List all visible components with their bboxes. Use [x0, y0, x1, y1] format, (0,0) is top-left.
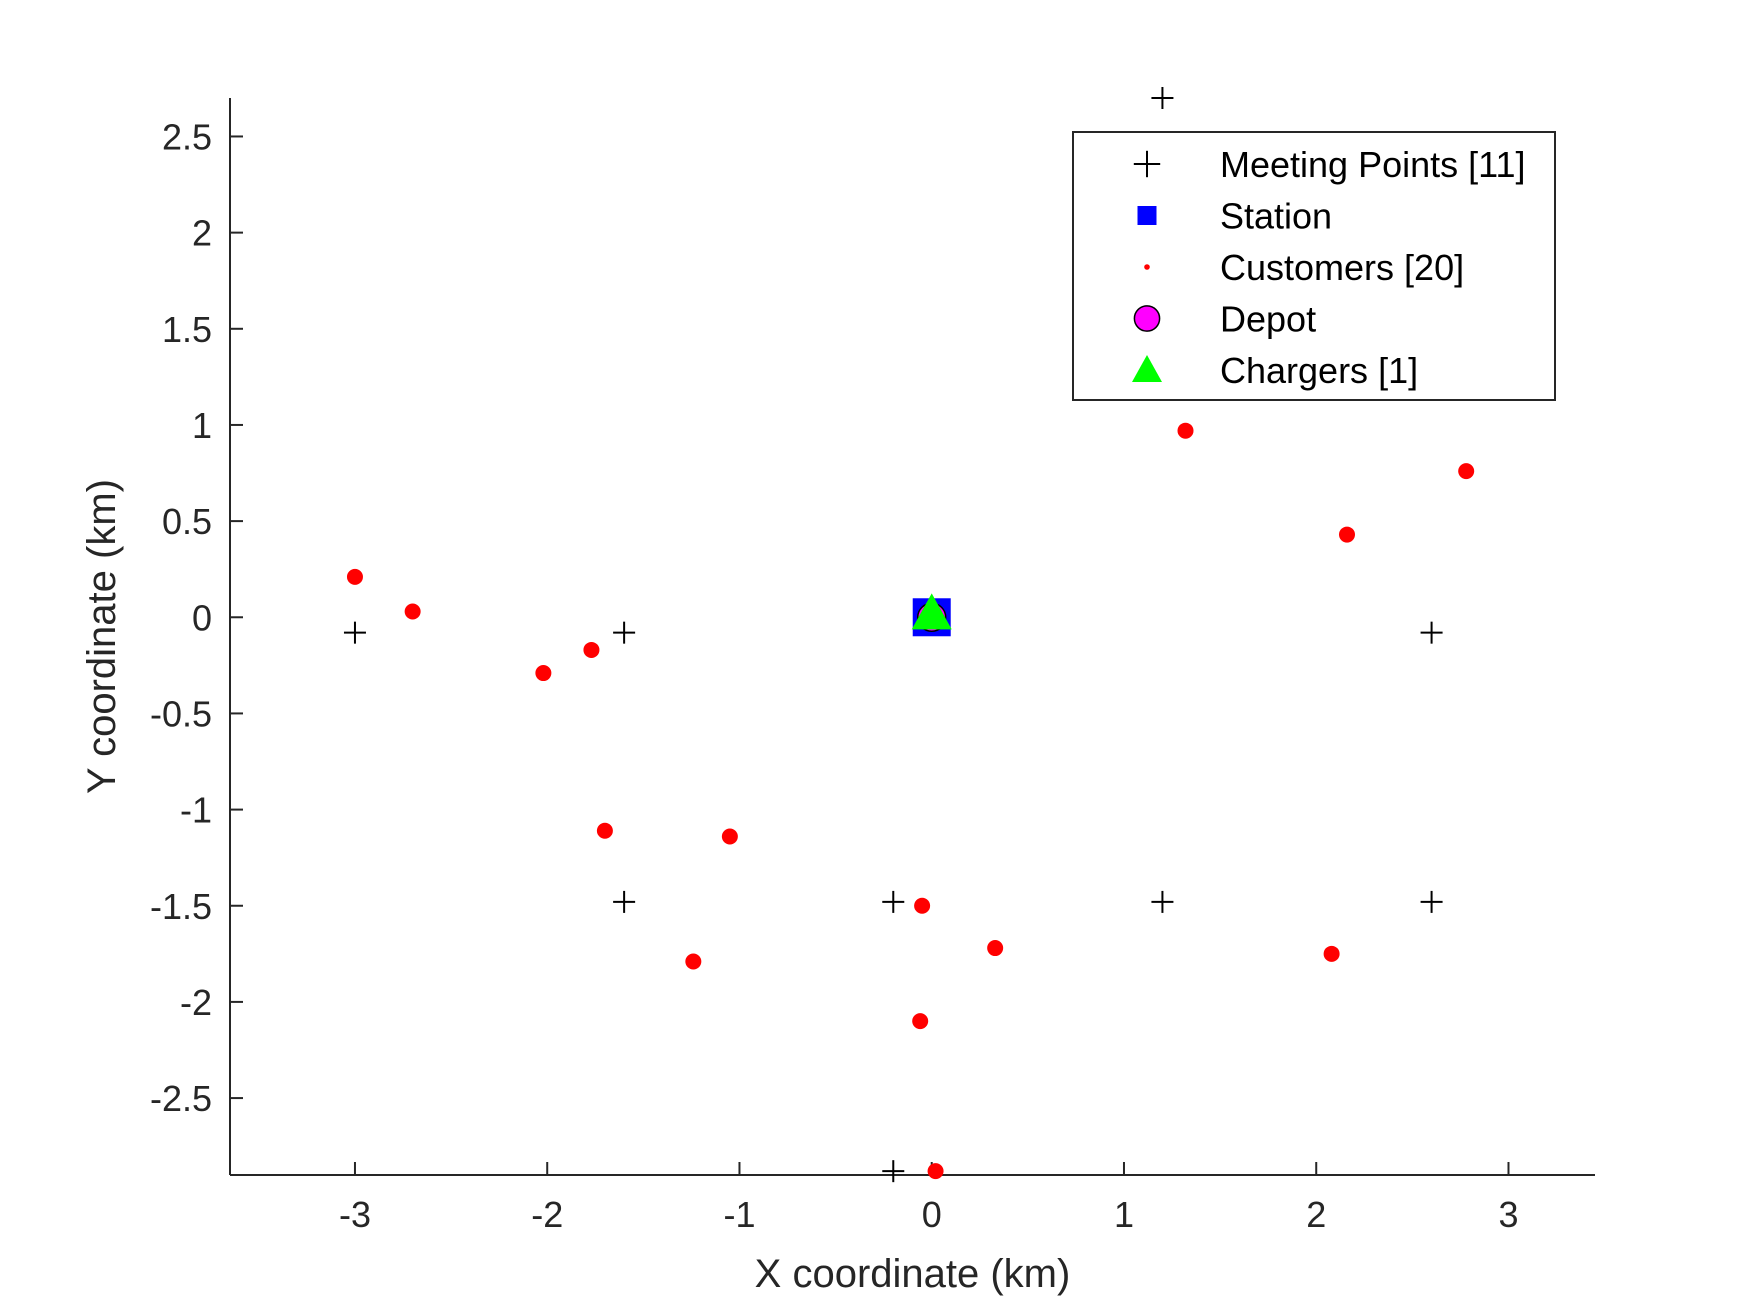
meeting-point-marker — [1133, 150, 1161, 178]
customer-marker — [1458, 463, 1475, 480]
customer-marker — [721, 828, 738, 845]
customer-marker — [1323, 945, 1340, 962]
customer-marker — [987, 940, 1004, 957]
customer-marker — [404, 603, 421, 620]
y-tick-label: -1.5 — [150, 886, 212, 927]
legend-entry: Depot — [1133, 299, 1316, 340]
meeting-point-marker — [1151, 87, 1174, 109]
series-group — [343, 87, 1443, 1183]
customer-marker — [1177, 422, 1194, 439]
y-tick-label: -1 — [180, 790, 212, 831]
meeting-point-marker — [613, 890, 636, 913]
customer-marker — [583, 641, 600, 658]
customer-marker — [535, 665, 552, 682]
axes: -3 -2 -1 0 1 2 3 2.5 2 1.5 1 0.5 0 -0.5 -1 -1.5 -2 -2.5 — [150, 98, 1595, 1235]
x-tick-label: 0 — [922, 1194, 942, 1235]
legend-label: Chargers [1] — [1220, 350, 1418, 391]
series-group — [911, 593, 952, 630]
legend-entry: Customers [20] — [1144, 247, 1464, 288]
series-group — [346, 422, 1475, 1180]
legend-label: Customers [20] — [1220, 247, 1464, 288]
legend-label: Meeting Points [11] — [1220, 144, 1526, 185]
customer-marker — [685, 953, 702, 970]
customer-marker — [596, 822, 613, 839]
charger-marker — [911, 593, 952, 630]
customer-marker — [346, 568, 363, 585]
meeting-point-marker — [1151, 890, 1174, 913]
plot-area — [343, 87, 1475, 1183]
charger-marker — [1132, 355, 1162, 382]
y-tick-label: 2.5 — [162, 116, 212, 157]
customer-marker — [1144, 264, 1150, 270]
depot-marker — [1133, 305, 1161, 332]
meeting-point-marker — [882, 890, 905, 913]
y-tick-label: -0.5 — [150, 693, 212, 734]
meeting-point-marker — [1420, 890, 1443, 913]
y-tick-label: -2 — [180, 982, 212, 1023]
meeting-point-marker — [343, 621, 366, 644]
y-tick-label: 0 — [192, 597, 212, 638]
legend-box — [1072, 131, 1556, 401]
x-tick-label: 1 — [1114, 1194, 1134, 1235]
x-axis-label: X coordinate (km) — [755, 1252, 1071, 1296]
y-axis-label: Y coordinate (km) — [80, 479, 124, 794]
legend-entry: Chargers [1] — [1132, 350, 1418, 391]
y-tick-label: -2.5 — [150, 1078, 212, 1119]
x-tick-label: 2 — [1306, 1194, 1326, 1235]
y-tick-label: 2 — [192, 213, 212, 254]
meeting-point-marker — [613, 621, 636, 644]
legend: Meeting Points [11] Station Customers [20]… — [1072, 131, 1556, 401]
x-tick-label: -3 — [339, 1194, 371, 1235]
x-tick-label: -2 — [531, 1194, 563, 1235]
y-tick-label: 1.5 — [162, 309, 212, 350]
x-tick-label: -1 — [723, 1194, 755, 1235]
legend-entry: Station — [1137, 196, 1332, 237]
y-tick-label: 1 — [192, 405, 212, 446]
y-tick-label: 0.5 — [162, 501, 212, 542]
meeting-point-marker — [1420, 621, 1443, 644]
meeting-point-marker — [882, 1160, 905, 1183]
customer-marker — [1338, 526, 1355, 543]
customer-marker — [927, 1163, 944, 1180]
legend-entry: Meeting Points [11] — [1133, 144, 1526, 185]
customer-marker — [912, 1013, 929, 1030]
legend-label: Depot — [1220, 299, 1316, 340]
customer-marker — [914, 897, 931, 914]
legend-label: Station — [1220, 196, 1332, 237]
station-marker — [1137, 206, 1157, 225]
x-tick-label: 3 — [1498, 1194, 1518, 1235]
